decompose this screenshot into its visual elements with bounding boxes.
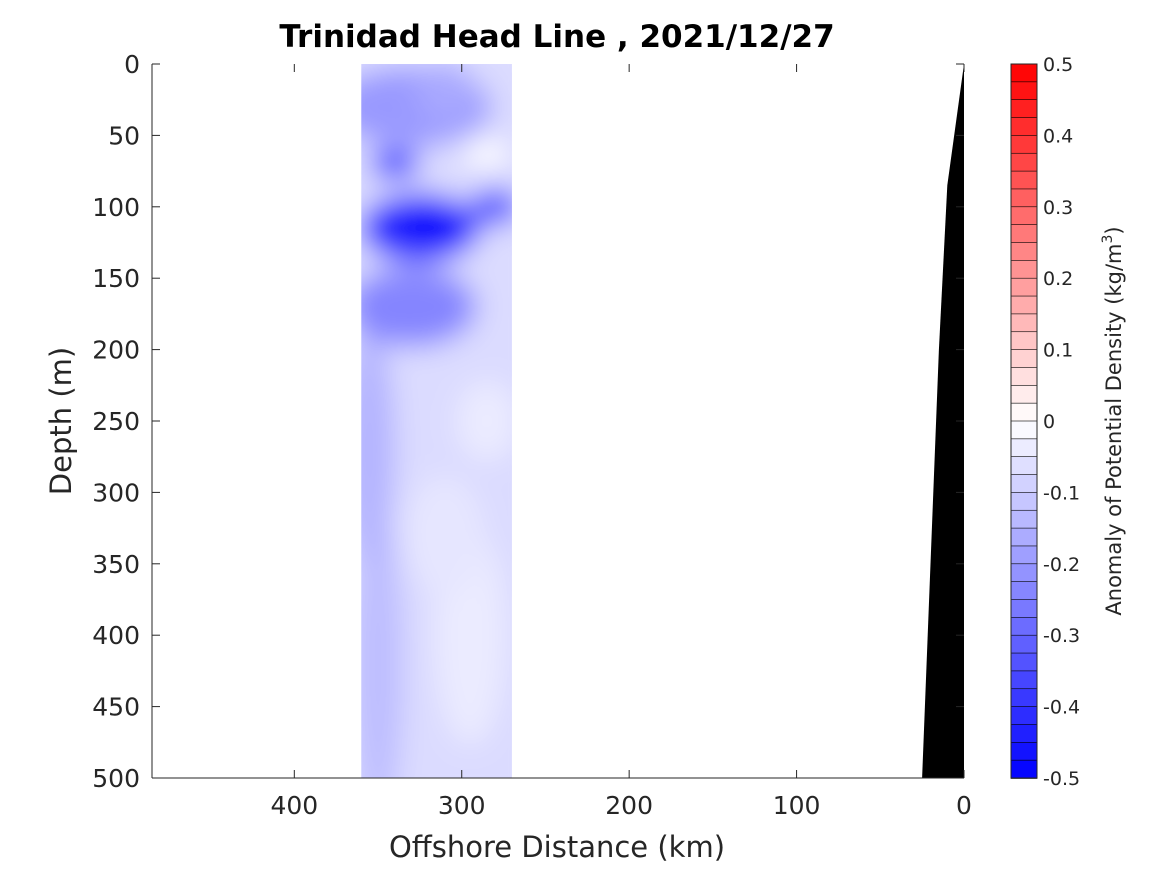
colorbar-label-exponent: 3 [1100,235,1116,244]
colorbar-step [1010,670,1038,690]
blob-east-mid [456,381,512,461]
colorbar-step [1010,188,1038,208]
colorbar-step [1010,492,1038,512]
colorbar-step [1010,724,1038,744]
colorbar: 0.5 0.4 0.3 0.2 0.1 0 -0.1 -0.2 -0.3 -0.4 -0.5 [1010,54,1080,790]
colorbar-step [1010,509,1038,529]
y-tick-label: 100 [92,193,140,222]
colorbar-step [1010,224,1038,244]
blob-white-patch [464,140,509,167]
colorbar-step [1010,474,1038,494]
colorbar-step [1010,349,1038,369]
colorbar-step [1010,206,1038,226]
axis-ticks: 400 300 200 100 0 0 50 100 150 200 250 300 350 400 450… [92,50,972,820]
colorbar-step [1010,563,1038,583]
density-field-blur [361,64,512,778]
blob-surface-light [414,64,475,123]
colorbar-step [1010,295,1038,315]
x-tick-label: 400 [270,791,318,820]
colorbar-label-close: ) [1102,226,1126,234]
colorbar-step [1010,402,1038,422]
colorbar-tick-label: -0.4 [1043,697,1080,719]
blob-west-mid [361,329,395,570]
y-tick-label: 450 [92,693,140,722]
y-tick-label: 350 [92,550,140,579]
bathymetry-polygon [922,64,964,778]
x-tick-label: 200 [605,791,653,820]
colorbar-tick-label: -0.5 [1043,768,1080,790]
y-tick-label: 0 [124,50,140,79]
colorbar-step [1010,545,1038,565]
colorbar-step [1010,242,1038,262]
colorbar-frame [1010,63,1038,779]
colorbar-tick-label: -0.1 [1043,482,1080,504]
colorbar-step [1010,706,1038,726]
y-tick-label: 50 [108,121,140,150]
colorbar-step [1010,277,1038,297]
blob-lower-edge [361,266,477,347]
x-tick-label: 300 [438,791,486,820]
x-axis-label: Offshore Distance (km) [389,830,725,864]
y-axis-label: Depth (m) [44,347,78,495]
chart-title: Trinidad Head Line , 2021/12/27 [279,19,834,55]
y-tick-label: 500 [92,764,140,793]
colorbar-step [1010,688,1038,708]
colorbar-tick-label: 0.3 [1043,197,1073,219]
colorbar-step [1010,438,1038,458]
colorbar-step [1010,420,1038,440]
colorbar-tick-label: 0.2 [1043,268,1073,290]
colorbar-step [1010,135,1038,155]
colorbar-step [1010,331,1038,351]
blob-center-mid [404,475,485,596]
blob-upper-core [369,148,420,179]
colorbar-step [1010,384,1038,404]
colorbar-step [1010,652,1038,672]
blob-east-core [470,188,512,225]
colorbar-step [1010,759,1038,779]
colorbar-step [1010,581,1038,601]
colorbar-step [1010,456,1038,476]
colorbar-tick-label: -0.2 [1043,554,1080,576]
colorbar-step [1010,81,1038,101]
colorbar-step [1010,599,1038,619]
colorbar-step [1010,617,1038,636]
x-tick-label: 100 [773,791,821,820]
colorbar-step [1010,152,1038,172]
blob-main-center [398,203,459,244]
density-field [361,64,512,778]
colorbar-tick-label: -0.3 [1043,625,1080,647]
x-tick-label: 0 [956,791,972,820]
colorbar-tick-label: 0.5 [1043,54,1073,76]
colorbar-step [1010,170,1038,190]
blob-west-deep [361,503,404,778]
y-tick-label: 200 [92,336,140,365]
colorbar-step [1010,527,1038,547]
colorbar-label-main: Anomaly of Potential Density (kg/m [1102,244,1126,616]
colorbar-tick-label: 0 [1043,411,1055,433]
colorbar-step [1010,117,1038,137]
colorbar-tick-label: 0.4 [1043,125,1073,147]
colorbar-step [1010,313,1038,333]
colorbar-step [1010,63,1038,83]
y-tick-label: 250 [92,407,140,436]
colorbar-step [1010,741,1038,761]
colorbar-label: Anomaly of Potential Density (kg/m3) [1100,226,1126,615]
colorbar-tick-label: 0.1 [1043,340,1073,362]
plot-area [152,64,964,778]
colorbar-step [1010,99,1038,119]
colorbar-step [1010,260,1038,280]
y-tick-label: 300 [92,478,140,507]
colorbar-step [1010,367,1038,387]
y-tick-label: 150 [92,264,140,293]
y-tick-label: 400 [92,621,140,650]
colorbar-step [1010,634,1038,654]
